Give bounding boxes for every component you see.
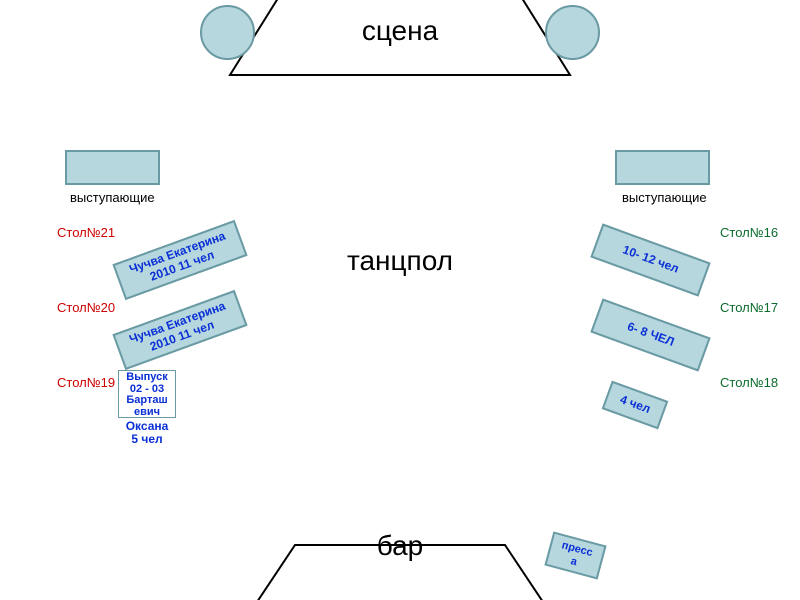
stage-label: сцена [340,15,460,47]
table-rect-16-text: 10- 12 чел [620,243,680,276]
table-19-lines: Выпуск 02 - 03 Барташ евич [119,372,175,418]
table-label-19: Стол№19 [57,375,115,390]
table-rect-18-text: 4 чел [618,393,652,417]
shapes-layer [0,0,800,600]
table-label-17: Стол№17 [720,300,778,315]
dancefloor-label: танцпол [340,245,460,277]
circle-right [545,5,600,60]
table-rect-17-text: 6- 8 ЧЕЛ [625,320,676,350]
table-19-below: Оксана 5 чел [118,420,176,446]
performers-rect-right [615,150,710,185]
press-box-text: пресс а [556,539,593,572]
table-label-16: Стол№16 [720,225,778,240]
table-label-21: Стол№21 [57,225,115,240]
circle-left [200,5,255,60]
table-label-20: Стол№20 [57,300,115,315]
performers-left-label: выступающие [70,190,155,205]
table-rect-19: Выпуск 02 - 03 Барташ евич [118,370,176,418]
bar-label: бар [355,530,445,562]
performers-rect-left [65,150,160,185]
table-label-18: Стол№18 [720,375,778,390]
performers-right-label: выступающие [622,190,707,205]
